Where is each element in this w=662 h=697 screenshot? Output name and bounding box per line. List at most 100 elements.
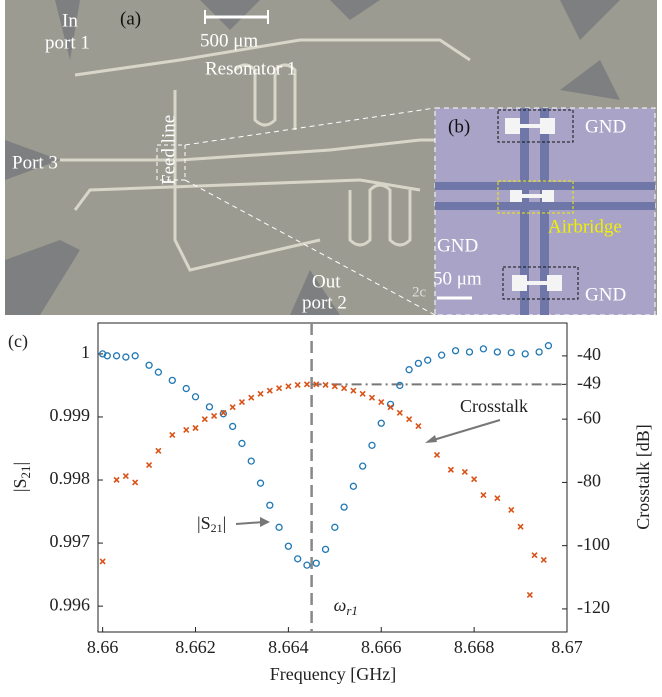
circle-marker [349, 482, 358, 490]
label-part: 21 [18, 465, 33, 478]
circle-marker [103, 352, 111, 360]
x-tick-label: 8.66 [87, 637, 119, 657]
resonator-label: Resonator 1 [205, 58, 296, 79]
y2-tick-label: -40 [577, 344, 601, 364]
y2-tick-label: -120 [577, 597, 610, 617]
port-label: Out [312, 271, 341, 292]
cross-marker [276, 385, 283, 392]
cross-marker [415, 423, 422, 430]
circle-marker [219, 410, 228, 418]
circle-marker [535, 348, 543, 356]
label-part: 21 [211, 521, 223, 535]
y2-tick-label: -60 [577, 407, 601, 427]
circle-marker [266, 501, 274, 509]
cross-marker [378, 399, 385, 406]
circle-marker [507, 348, 515, 357]
label-part: |S [10, 478, 30, 492]
cross-marker [368, 394, 376, 401]
circle-marker [465, 348, 474, 356]
circle-marker [321, 545, 330, 554]
cross-marker [155, 447, 162, 454]
circle-marker [340, 503, 348, 511]
cross-marker [406, 416, 413, 423]
circle-marker [479, 345, 488, 353]
cross-marker [508, 506, 515, 513]
airbridge-label: Airbridge [548, 216, 622, 237]
gnd-label: GND [585, 116, 626, 137]
gnd-label: GND [437, 235, 478, 256]
cross-marker [169, 431, 176, 439]
circle-marker [168, 376, 176, 385]
y-tick-label: 0.996 [50, 594, 91, 614]
panel-label: (c) [8, 331, 28, 352]
y-tick-label: 1 [81, 342, 90, 362]
cross-marker [480, 491, 487, 499]
cross-marker [211, 412, 218, 420]
circle-marker [256, 479, 265, 487]
circle-marker [521, 350, 529, 358]
port-label: port 2 [302, 292, 347, 313]
x-tick-label: 8.662 [175, 637, 216, 657]
cross-marker [471, 476, 478, 483]
x-tick-label: 8.668 [454, 637, 495, 657]
x-tick-label: 8.666 [361, 637, 402, 657]
circle-marker [405, 366, 413, 374]
circle-marker [154, 368, 163, 376]
cross-marker [303, 381, 311, 388]
circle-marker [182, 384, 190, 393]
circle-marker [359, 462, 367, 470]
circle-marker [145, 361, 153, 369]
feed-line-label: Feed line [158, 115, 179, 185]
cross-marker [192, 424, 199, 432]
cross-marker [257, 390, 264, 397]
cross-marker [201, 416, 208, 423]
cross-marker [220, 409, 227, 416]
y-axis-label: |S21| [10, 462, 33, 492]
cross-marker [146, 461, 153, 469]
cross-marker [285, 383, 292, 390]
circle-marker [284, 542, 293, 550]
cross-marker [113, 476, 120, 483]
gnd-label: GND [585, 284, 626, 305]
cross-marker [294, 381, 301, 389]
circle-marker [331, 523, 339, 531]
cross-marker [266, 387, 273, 394]
circle-marker [112, 352, 121, 360]
label-part: | [223, 513, 227, 533]
cross-marker [461, 468, 468, 476]
scale-label: 500 μm [200, 30, 258, 51]
cross-marker [387, 404, 394, 411]
circle-marker [544, 342, 553, 350]
port-label: port 1 [45, 32, 90, 53]
circle-marker [238, 439, 246, 448]
cross-marker [494, 495, 501, 502]
cross-marker [433, 451, 441, 458]
chart-c: (c) Frequency [GHz] |S21| Crosstalk [dB]… [8, 322, 653, 684]
label-part: ω [334, 595, 347, 615]
circle-marker [437, 351, 446, 359]
annotation: ωr1 [334, 595, 358, 618]
circle-marker [414, 359, 423, 368]
cross-marker [122, 473, 129, 480]
cross-marker [331, 383, 338, 390]
label-part: r1 [346, 603, 358, 618]
y-tick-label: 0.999 [50, 405, 91, 425]
annotation: Crosstalk [460, 396, 528, 416]
cross-marker [526, 591, 533, 599]
y2-tick-label: -100 [577, 534, 610, 554]
micrograph-b: (b) GND GND GND Airbridge 50 μm [433, 107, 656, 316]
plot-frame [97, 322, 568, 633]
cross-marker [359, 390, 366, 397]
port-label: In [62, 10, 78, 31]
circle-marker [229, 422, 237, 431]
circle-marker [247, 457, 255, 465]
cross-marker [313, 381, 320, 388]
circle-marker [131, 352, 139, 360]
cross-marker [132, 479, 139, 486]
y-tick-label: 0.997 [50, 531, 91, 551]
cross-marker [396, 409, 403, 416]
x-tick-label: 8.664 [268, 637, 309, 657]
y2-tick-label: -80 [577, 471, 601, 491]
cross-marker [322, 381, 329, 389]
circle-marker [275, 523, 283, 531]
